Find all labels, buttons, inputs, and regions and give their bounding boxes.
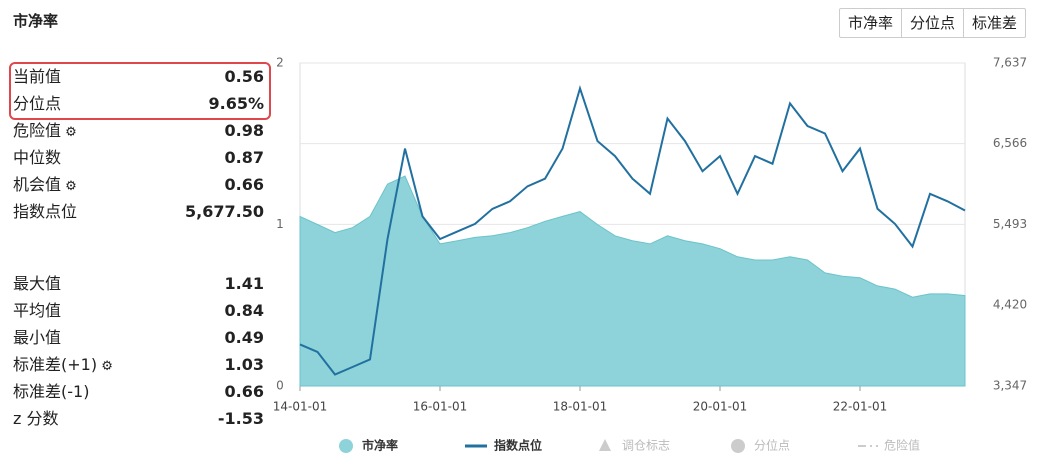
y2-tick-label: 5,493 bbox=[993, 217, 1027, 231]
y-tick-label: 0 bbox=[276, 379, 284, 393]
stat-label: 标准差(-1) bbox=[13, 382, 90, 401]
stat-value: 0.56 bbox=[224, 67, 264, 86]
y2-tick-label: 3,347 bbox=[993, 379, 1027, 393]
stat-row: 指数点位 5,677.50 bbox=[13, 200, 264, 224]
stat-label: 中位数 bbox=[13, 148, 62, 167]
stat-row: 最小值 0.49 bbox=[13, 326, 264, 350]
x-tick-label: 22-01-01 bbox=[833, 400, 887, 414]
stat-value: 0.66 bbox=[224, 175, 264, 194]
stat-label: z 分数 bbox=[13, 409, 59, 428]
stat-value: 0.98 bbox=[224, 121, 264, 140]
stat-value: 0.49 bbox=[224, 328, 264, 347]
y-tick-label: 1 bbox=[276, 217, 284, 231]
stat-row: 平均值 0.84 bbox=[13, 299, 264, 323]
settings-icon[interactable]: ⚙ bbox=[61, 125, 77, 140]
x-tick-label: 20-01-01 bbox=[693, 400, 747, 414]
stat-label: 标准差(+1) ⚙ bbox=[13, 355, 113, 374]
legend-label: 市净率 bbox=[362, 438, 398, 453]
y2-tick-label: 6,566 bbox=[993, 136, 1027, 150]
legend-swatch bbox=[731, 439, 745, 453]
legend-label: 调仓标志 bbox=[622, 439, 670, 453]
stat-label: 机会值 ⚙ bbox=[13, 175, 77, 194]
x-tick-label: 18-01-01 bbox=[553, 400, 607, 414]
stat-label: 当前值 bbox=[13, 67, 62, 86]
legend-swatch bbox=[339, 439, 353, 453]
stat-row: 机会值 ⚙ 0.66 bbox=[13, 173, 264, 197]
legend-label: 指数点位 bbox=[494, 438, 542, 453]
x-tick-label: 14-01-01 bbox=[273, 400, 327, 414]
stat-label: 分位点 bbox=[13, 94, 62, 113]
highlight-box bbox=[9, 62, 271, 120]
stat-row: z 分数 -1.53 bbox=[13, 407, 264, 431]
title: 市净率 bbox=[13, 12, 59, 30]
tab-button[interactable]: 标准差 bbox=[963, 9, 1025, 37]
settings-icon[interactable]: ⚙ bbox=[97, 359, 113, 374]
stat-label: 危险值 ⚙ bbox=[13, 121, 77, 140]
stat-label: 最大值 bbox=[13, 274, 62, 293]
stat-row: 分位点 9.65% bbox=[13, 92, 264, 116]
stat-label: 最小值 bbox=[13, 328, 62, 347]
y-tick-label: 2 bbox=[276, 56, 284, 70]
legend-label: 危险值 bbox=[884, 438, 920, 453]
tab-button[interactable]: 市净率 bbox=[848, 14, 894, 32]
stat-label: 平均值 bbox=[13, 301, 62, 320]
settings-icon[interactable]: ⚙ bbox=[61, 179, 77, 194]
area bbox=[299, 175, 966, 387]
y2-tick-label: 4,420 bbox=[993, 298, 1027, 312]
stat-value: 5,677.50 bbox=[185, 202, 264, 221]
stat-value: -1.53 bbox=[217, 409, 264, 428]
stat-row: 中位数 0.87 bbox=[13, 146, 264, 170]
stat-row: 标准差(+1) ⚙ 1.03 bbox=[13, 353, 264, 377]
x-tick-label: 16-01-01 bbox=[413, 400, 467, 414]
stat-value: 0.66 bbox=[224, 382, 264, 401]
stat-row: 标准差(-1) 0.66 bbox=[13, 380, 264, 404]
stat-row: 危险值 ⚙ 0.98 bbox=[13, 119, 264, 143]
line bbox=[299, 85, 966, 376]
stat-row: 最大值 1.41 bbox=[13, 272, 264, 296]
tab-button[interactable]: 分位点 bbox=[901, 9, 963, 37]
legend-label: 分位点 bbox=[754, 438, 790, 453]
stat-value: 1.41 bbox=[224, 274, 264, 293]
legend-swatch bbox=[599, 439, 611, 451]
tab-group: 市净率 分位点 标准差 bbox=[839, 8, 1027, 38]
stat-label: 指数点位 bbox=[13, 202, 78, 221]
stat-value: 1.03 bbox=[224, 355, 264, 374]
stat-row: 当前值 0.56 bbox=[13, 65, 264, 89]
stat-value: 9.65% bbox=[208, 94, 264, 113]
stat-value: 0.87 bbox=[224, 148, 264, 167]
stat-value: 0.84 bbox=[224, 301, 264, 320]
y2-tick-label: 7,637 bbox=[993, 56, 1027, 70]
